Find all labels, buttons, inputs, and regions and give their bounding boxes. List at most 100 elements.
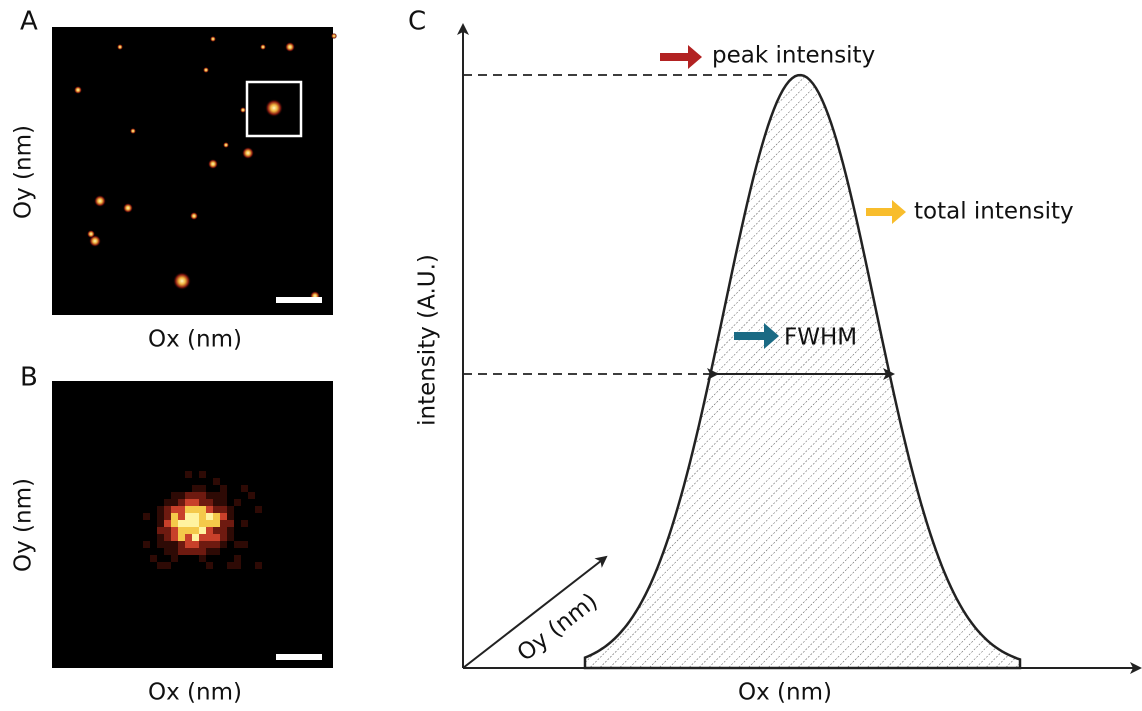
- x-label: Ox (nm): [148, 680, 242, 706]
- pixel: [227, 520, 234, 527]
- pixel: [241, 485, 248, 492]
- pixel: [171, 492, 178, 499]
- y-label: Oy (nm): [11, 478, 37, 572]
- pixel: [199, 499, 206, 506]
- panel-label: A: [20, 7, 38, 37]
- pixel: [234, 541, 241, 548]
- pixel: [220, 485, 227, 492]
- pixel: [185, 527, 192, 534]
- pixel: [213, 520, 220, 527]
- pixel: [171, 548, 178, 555]
- pixel: [227, 562, 234, 569]
- pixel: [220, 534, 227, 541]
- pixel: [213, 499, 220, 506]
- pixel: [206, 527, 213, 534]
- spot: [242, 147, 254, 159]
- pixel: [227, 527, 234, 534]
- pixel: [178, 492, 185, 499]
- spot: [203, 67, 209, 73]
- pixel: [178, 534, 185, 541]
- pixel: [192, 513, 199, 520]
- pixel: [206, 534, 213, 541]
- pixel: [213, 548, 220, 555]
- pixel: [192, 534, 199, 541]
- pixel: [220, 520, 227, 527]
- pixel: [178, 520, 185, 527]
- pixel: [178, 527, 185, 534]
- pixel: [213, 513, 220, 520]
- pixel: [199, 534, 206, 541]
- scale-bar: [276, 654, 322, 660]
- spot: [89, 235, 101, 247]
- pixel: [143, 541, 150, 548]
- pixel: [185, 534, 192, 541]
- pixel: [192, 541, 199, 548]
- panel-label: C: [408, 7, 426, 37]
- pixel: [185, 492, 192, 499]
- pixel: [220, 513, 227, 520]
- depth-axis: [462, 555, 608, 669]
- pixel: [213, 506, 220, 513]
- pixel: [157, 534, 164, 541]
- spot: [117, 44, 123, 50]
- pixel: [206, 520, 213, 527]
- pixel: [164, 562, 171, 569]
- y-label: intensity (A.U.): [415, 254, 441, 426]
- pixel: [199, 527, 206, 534]
- pixel: [150, 555, 157, 562]
- pixel: [192, 506, 199, 513]
- pixel: [171, 506, 178, 513]
- pixel: [220, 541, 227, 548]
- pixel: [192, 548, 199, 555]
- pixel: [164, 513, 171, 520]
- pixel: [248, 492, 255, 499]
- spot: [331, 33, 337, 39]
- pixel: [206, 548, 213, 555]
- pixel: [143, 513, 150, 520]
- pixel: [192, 492, 199, 499]
- pixel: [171, 499, 178, 506]
- pixel: [234, 562, 241, 569]
- pixel: [213, 534, 220, 541]
- gaussian-curve: [583, 73, 1022, 670]
- x-label: Ox (nm): [148, 327, 242, 353]
- spot: [130, 128, 136, 134]
- spot: [190, 212, 198, 220]
- pixel: [199, 485, 206, 492]
- pixel: [185, 541, 192, 548]
- spot: [265, 99, 283, 117]
- pixel: [213, 478, 220, 485]
- pixel: [199, 548, 206, 555]
- peak-arrow: [660, 45, 702, 69]
- pixel: [220, 499, 227, 506]
- pixel: [199, 492, 206, 499]
- annotation: peak intensity: [712, 43, 875, 69]
- pixel: [241, 541, 248, 548]
- pixel: [171, 555, 178, 562]
- pixel: [220, 527, 227, 534]
- pixel: [157, 506, 164, 513]
- pixel: [164, 506, 171, 513]
- pixel: [157, 527, 164, 534]
- pixel: [199, 471, 206, 478]
- panel-label: B: [20, 363, 38, 393]
- y-label: Oy (nm): [11, 125, 37, 219]
- pixel: [164, 520, 171, 527]
- pixel: [178, 548, 185, 555]
- pixel: [171, 527, 178, 534]
- pixel: [206, 506, 213, 513]
- pixel: [199, 555, 206, 562]
- pixel: [171, 541, 178, 548]
- pixel: [185, 520, 192, 527]
- total-arrow: [866, 200, 906, 224]
- annotation: FWHM: [784, 325, 857, 351]
- roi-box: [245, 80, 303, 138]
- pixel: [220, 506, 227, 513]
- pixel: [192, 485, 199, 492]
- pixel: [234, 555, 241, 562]
- pixel: [157, 513, 164, 520]
- pixel: [255, 562, 262, 569]
- pixel: [192, 499, 199, 506]
- pixel: [164, 527, 171, 534]
